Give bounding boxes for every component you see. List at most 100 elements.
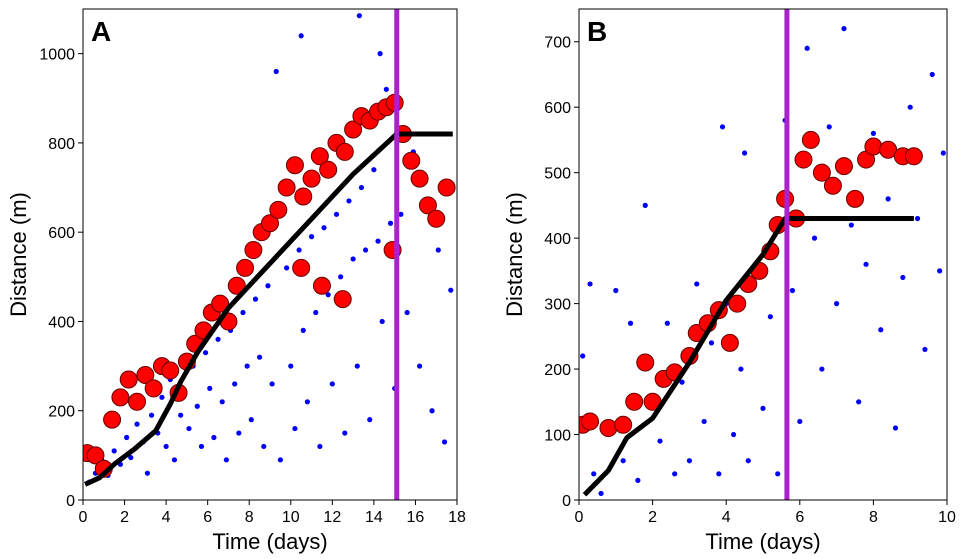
background-point: [223, 457, 229, 463]
background-point: [797, 418, 803, 425]
background-point: [587, 281, 593, 287]
background-point: [870, 130, 877, 136]
background-point: [742, 150, 748, 156]
selected-point: [261, 214, 279, 233]
background-point: [219, 399, 225, 405]
y-tick-label: 0: [66, 493, 75, 510]
background-point: [620, 458, 626, 464]
background-point: [441, 439, 448, 445]
background-point: [811, 235, 818, 241]
background-point: [719, 124, 726, 130]
selected-point: [236, 258, 255, 277]
background-point: [635, 477, 641, 483]
background-point: [284, 265, 290, 271]
background-point: [240, 309, 246, 316]
y-tick-label: 400: [544, 231, 571, 248]
plot-frame: [578, 8, 948, 501]
x-tick-label: 4: [162, 509, 171, 526]
x-tick-label: 10: [938, 509, 956, 526]
background-point: [375, 238, 381, 244]
x-tick-label: 10: [282, 509, 300, 526]
selected-point: [418, 196, 437, 215]
x-tick-label: 6: [203, 509, 212, 526]
background-point: [325, 292, 331, 298]
background-point: [292, 425, 298, 432]
background-point: [300, 327, 306, 333]
selected-point: [292, 258, 311, 277]
selected-point: [335, 142, 354, 161]
background-point: [398, 211, 404, 217]
y-tick-label: 1000: [39, 47, 75, 64]
selected-point: [344, 120, 363, 139]
background-point: [672, 471, 678, 477]
background-point: [350, 256, 356, 262]
background-point: [358, 184, 365, 191]
y-tick-label: 600: [48, 225, 75, 242]
background-point: [207, 385, 213, 392]
background-point: [265, 283, 271, 289]
background-point: [304, 399, 310, 405]
background-point: [159, 394, 165, 400]
background-point: [834, 301, 840, 307]
selected-point: [812, 163, 831, 182]
selected-point: [904, 147, 923, 166]
background-point: [236, 430, 242, 436]
background-point: [163, 443, 169, 450]
y-tick-label: 700: [544, 35, 571, 52]
y-tick-label: 200: [48, 404, 75, 421]
background-point: [745, 458, 751, 464]
background-point: [404, 309, 410, 316]
selected-point: [161, 361, 180, 380]
x-tick-label: 14: [365, 509, 383, 526]
background-point: [922, 346, 928, 353]
background-point: [252, 296, 259, 302]
background-point: [730, 431, 737, 438]
selected-point: [864, 137, 883, 156]
background-point: [907, 104, 913, 110]
selected-point: [437, 178, 456, 197]
background-point: [215, 336, 221, 342]
x-axis-label: Time (days): [212, 529, 327, 554]
x-tick-label: 18: [448, 509, 466, 526]
x-axis-label: Time (days): [705, 529, 820, 554]
fit-line: [84, 131, 453, 487]
panel-a: 0 2 4 6 8 10 12 14 16 18 0 200 400 600 800 1000 Time (da…: [6, 8, 466, 554]
background-point: [269, 381, 275, 387]
panel-label: B: [587, 16, 607, 47]
selected-point: [402, 151, 421, 170]
background-point: [738, 366, 744, 372]
background-point: [134, 421, 140, 427]
background-point: [329, 381, 335, 387]
fit-line: [582, 216, 914, 497]
x-tick-label: 6: [795, 509, 804, 526]
background-point: [708, 340, 715, 346]
selected-point: [834, 157, 853, 176]
background-point: [448, 287, 454, 293]
background-point: [760, 405, 766, 411]
background-point: [892, 425, 899, 431]
background-point: [580, 353, 586, 359]
selected-point: [728, 294, 747, 313]
selected-point: [846, 189, 864, 208]
background-point: [202, 350, 209, 356]
background-point: [591, 471, 597, 477]
selected-point: [244, 241, 263, 260]
selected-point: [269, 200, 288, 219]
y-tick-label: 0: [562, 493, 571, 510]
background-point: [848, 222, 854, 228]
selected-point: [614, 415, 633, 434]
background-point: [914, 215, 921, 222]
background-point: [627, 320, 634, 326]
y-tick-label: 600: [544, 100, 571, 117]
background-point: [716, 471, 722, 477]
y-tick-label: 300: [544, 297, 571, 314]
background-point: [826, 124, 832, 130]
background-point: [342, 430, 348, 436]
background-point: [248, 417, 254, 423]
background-point: [338, 274, 344, 280]
y-tick-label: 400: [48, 314, 75, 331]
background-point: [429, 408, 435, 414]
background-point: [937, 268, 943, 274]
background-point: [435, 247, 441, 253]
